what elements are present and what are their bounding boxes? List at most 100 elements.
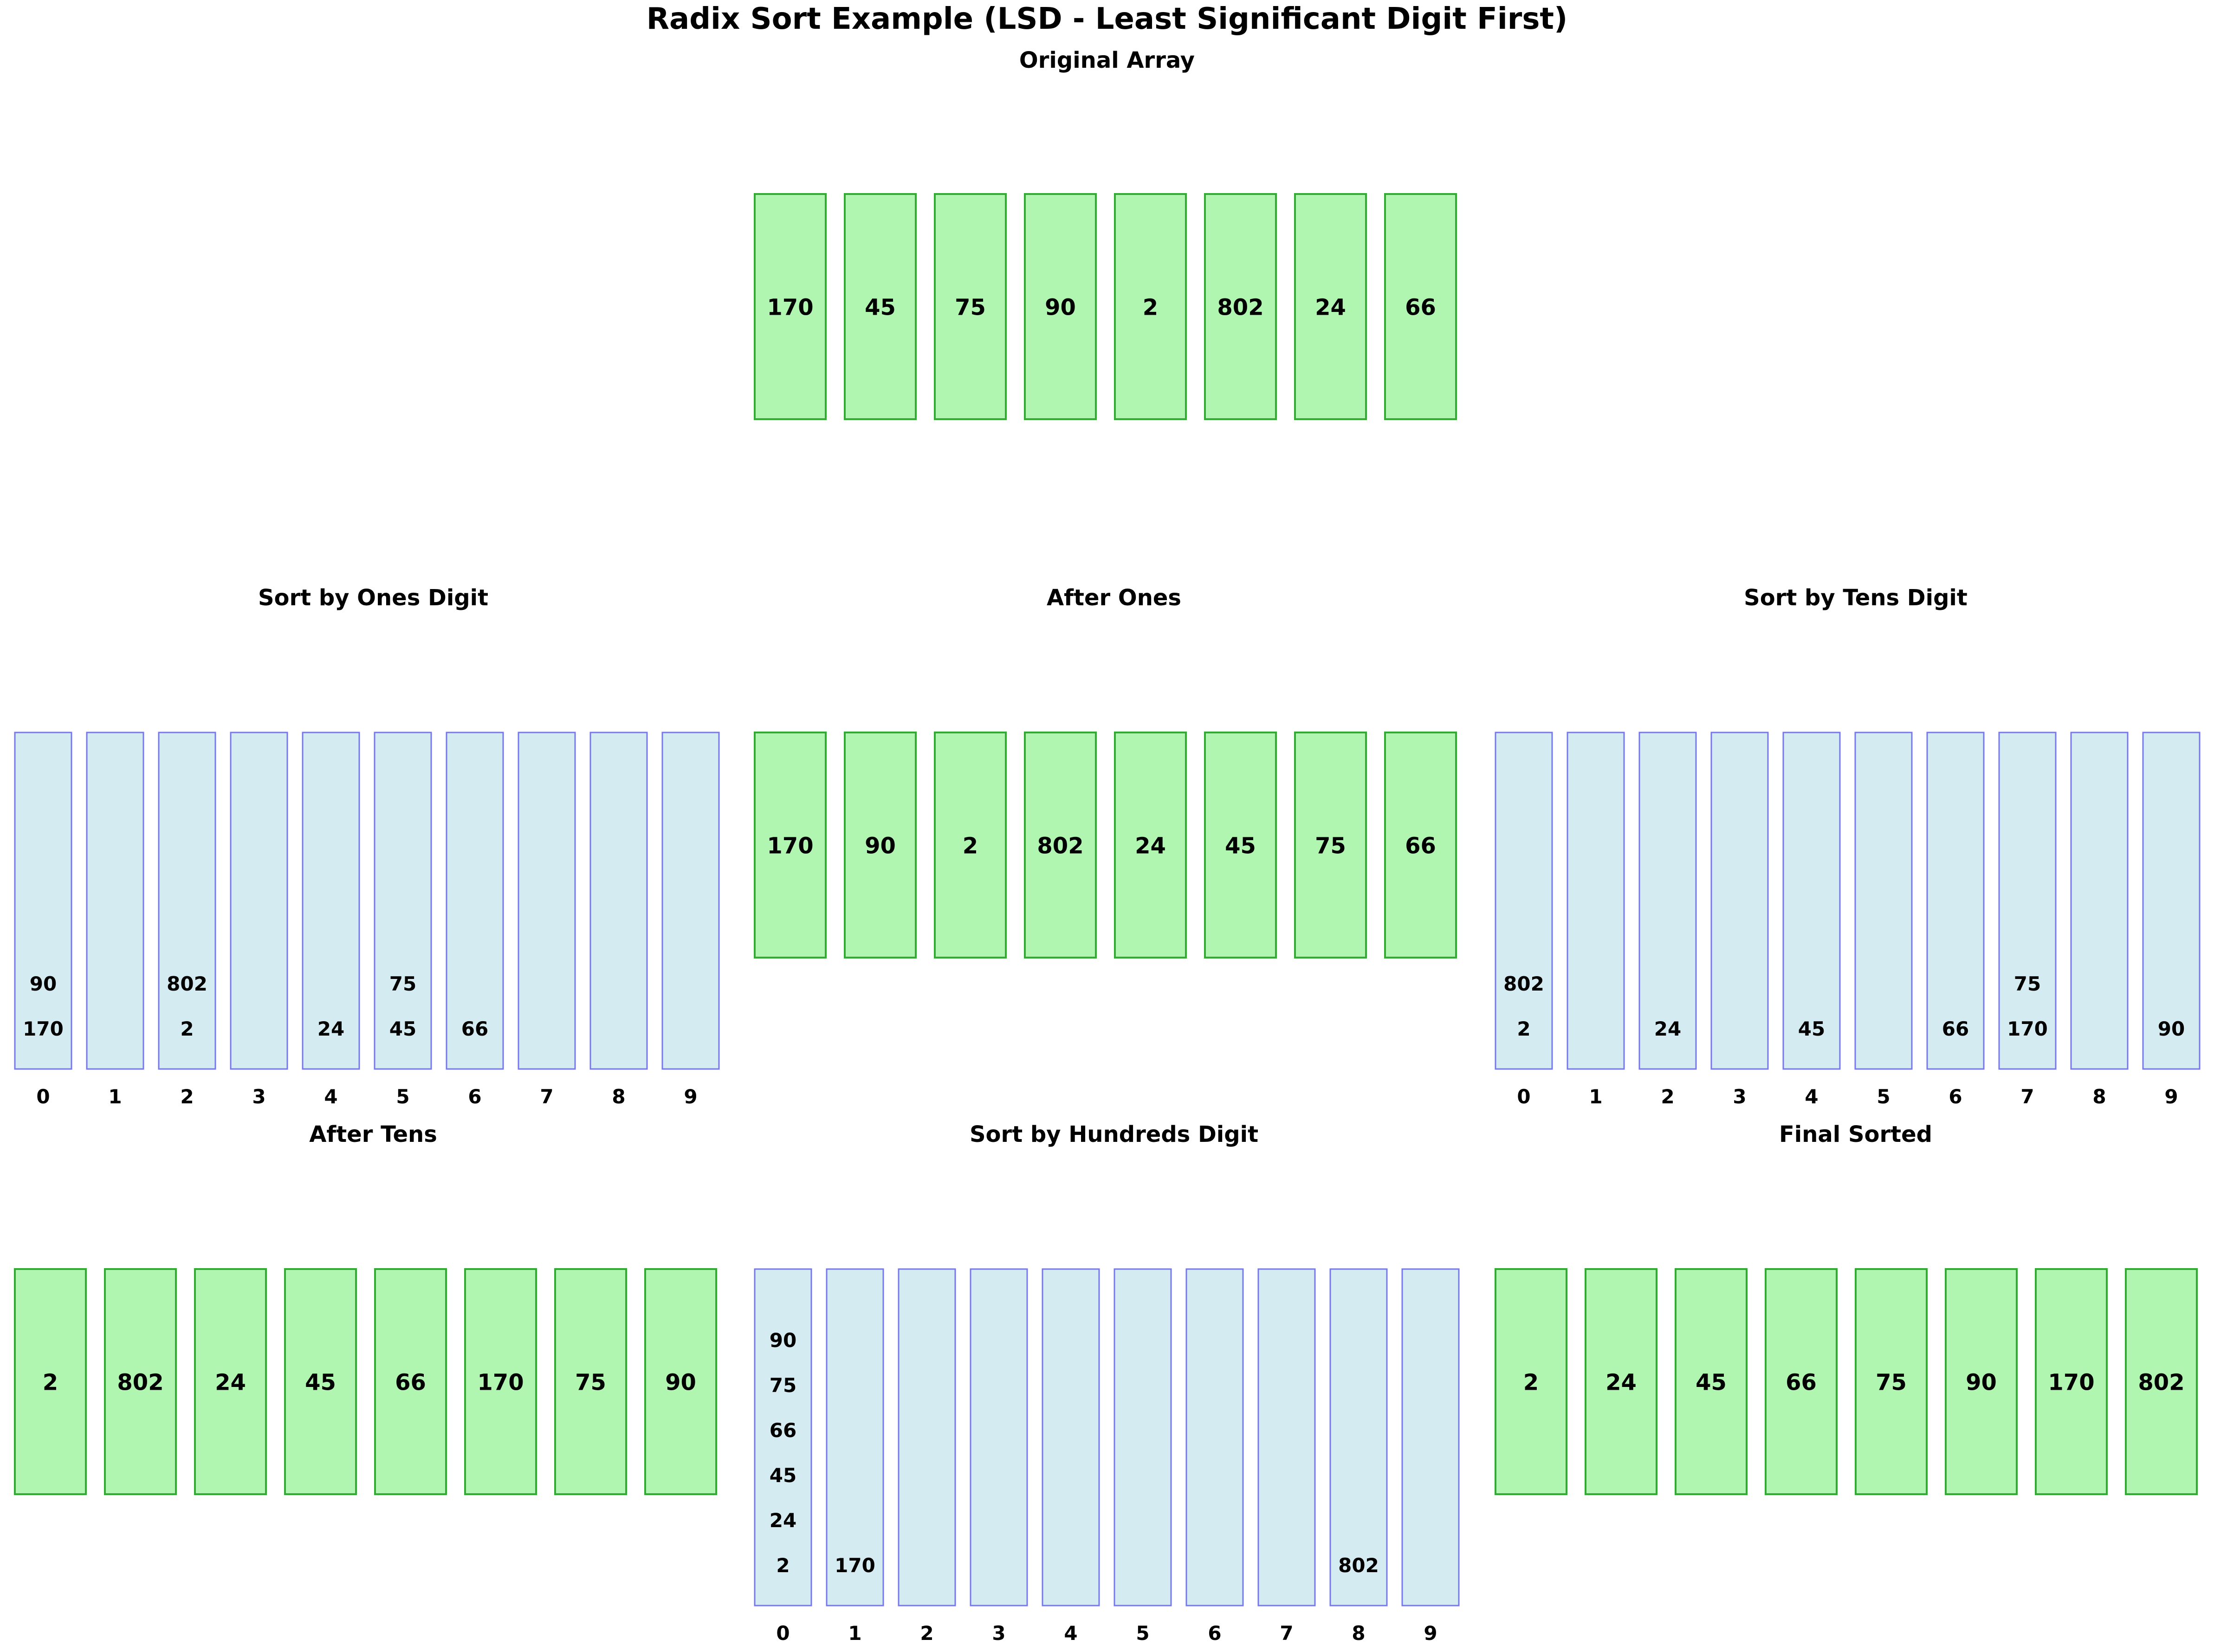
array-value: 24	[1315, 295, 1346, 321]
bucket-digit-label: 0	[36, 1085, 50, 1108]
array-cell	[1294, 193, 1367, 420]
array-cell	[1585, 1268, 1657, 1495]
array-value: 45	[305, 1370, 336, 1396]
bucket-digit-label: 1	[1589, 1085, 1602, 1108]
bucket-box	[661, 732, 720, 1070]
bucket-digit-label: 3	[252, 1085, 265, 1108]
panel-title: After Ones	[1047, 585, 1181, 611]
array-value: 45	[865, 295, 896, 321]
bucket-digit-label: 8	[2092, 1085, 2106, 1108]
array-cell	[14, 1268, 87, 1495]
bucket-digit-label: 6	[468, 1085, 481, 1108]
bucket-digit-label: 0	[1517, 1085, 1530, 1108]
array-cell	[1675, 1268, 1748, 1495]
bucket-value: 45	[1798, 1017, 1825, 1040]
bucket-digit-label: 4	[324, 1085, 337, 1108]
array-cell	[1204, 193, 1277, 420]
panel-title: Sort by Hundreds Digit	[970, 1121, 1258, 1147]
array-cell	[194, 1268, 267, 1495]
panel-sort-ones: Sort by Ones Digit 170 90 0 1 2 802 2 3 24 4 45 75 5 6…	[14, 585, 720, 1108]
array-cell	[1204, 732, 1277, 959]
array-value: 24	[1135, 833, 1166, 859]
bucket-box	[1782, 732, 1841, 1070]
bucket-digit-label: 6	[1208, 1622, 1221, 1645]
bucket-digit-label: 7	[540, 1085, 553, 1108]
bucket-box	[14, 732, 72, 1070]
panel-original: Original Array 170 45 75 90 2 802 24 66	[754, 47, 1457, 420]
bucket-value: 24	[317, 1017, 344, 1040]
bucket-digit-label: 5	[396, 1085, 409, 1108]
bucket-digit-label: 0	[776, 1622, 790, 1645]
bucket-digit-label: 2	[920, 1622, 933, 1645]
array-value: 170	[477, 1370, 524, 1396]
bucket-value: 170	[23, 1017, 64, 1040]
bucket-value: 75	[389, 972, 416, 995]
array-cell	[754, 732, 827, 959]
bucket-digit-label: 3	[992, 1622, 1005, 1645]
array-cell	[2035, 1268, 2108, 1495]
panel-final: Final Sorted 2 24 45 66 75 90 170 802	[1495, 1121, 2198, 1495]
figure-title: Radix Sort Example (LSD - Least Signific…	[647, 2, 1568, 36]
array-value: 66	[395, 1370, 426, 1396]
bucket-box	[1113, 1268, 1172, 1607]
bucket-box	[302, 732, 360, 1070]
bucket-box	[518, 732, 576, 1070]
bucket-box	[86, 732, 144, 1070]
bucket-value: 802	[1503, 972, 1544, 995]
array-value: 24	[1605, 1370, 1637, 1396]
bucket-value: 90	[770, 1329, 796, 1352]
bucket-box	[374, 732, 432, 1070]
array-value: 75	[1315, 833, 1346, 859]
array-value: 170	[767, 295, 813, 321]
bucket-digit-label: 7	[2020, 1085, 2034, 1108]
bucket-value: 90	[2158, 1017, 2185, 1040]
bucket-box	[446, 732, 504, 1070]
bucket-value: 170	[835, 1554, 875, 1577]
array-cell	[1024, 732, 1097, 959]
bucket-digit-label: 4	[1805, 1085, 1818, 1108]
panel-after-ones: After Ones 170 90 2 802 24 45 75 66	[754, 585, 1457, 959]
bucket-digit-label: 9	[1424, 1622, 1437, 1645]
bucket-value: 24	[1654, 1017, 1681, 1040]
bucket-box	[826, 1268, 884, 1607]
array-cell	[1765, 1268, 1838, 1495]
array-value: 45	[1225, 833, 1256, 859]
array-value: 90	[665, 1370, 696, 1396]
bucket-box	[1042, 1268, 1100, 1607]
panel-title: Original Array	[1019, 47, 1195, 73]
array-cell	[554, 1268, 627, 1495]
bucket-box	[1710, 732, 1769, 1070]
bucket-digit-label: 7	[1280, 1622, 1293, 1645]
array-cell	[1114, 193, 1187, 420]
bucket-box	[970, 1268, 1028, 1607]
array-cell	[754, 193, 827, 420]
array-cell	[1495, 1268, 1567, 1495]
bucket-box	[2142, 732, 2201, 1070]
bucket-digit-label: 8	[1352, 1622, 1365, 1645]
array-value: 2	[1143, 295, 1158, 321]
array-cell	[844, 193, 917, 420]
array-cell	[2125, 1268, 2198, 1495]
array-value: 75	[575, 1370, 606, 1396]
array-value: 90	[1966, 1370, 1997, 1396]
array-value: 802	[1037, 833, 1083, 859]
bucket-box	[1185, 1268, 1244, 1607]
bucket-box	[754, 1268, 812, 1607]
array-value: 2	[43, 1370, 58, 1396]
bucket-value: 45	[389, 1017, 416, 1040]
bucket-digit-label: 9	[2164, 1085, 2178, 1108]
bucket-digit-label: 8	[612, 1085, 625, 1108]
bucket-box	[1854, 732, 1913, 1070]
bucket-value: 2	[776, 1554, 790, 1577]
bucket-box	[1998, 732, 2057, 1070]
panel-title: Sort by Ones Digit	[258, 585, 488, 611]
bucket-box	[1401, 1268, 1460, 1607]
array-value: 2	[963, 833, 978, 859]
bucket-value: 90	[30, 972, 57, 995]
array-cell	[104, 1268, 177, 1495]
array-value: 90	[865, 833, 896, 859]
panel-title: After Tens	[309, 1121, 437, 1147]
array-value: 2	[1523, 1370, 1539, 1396]
